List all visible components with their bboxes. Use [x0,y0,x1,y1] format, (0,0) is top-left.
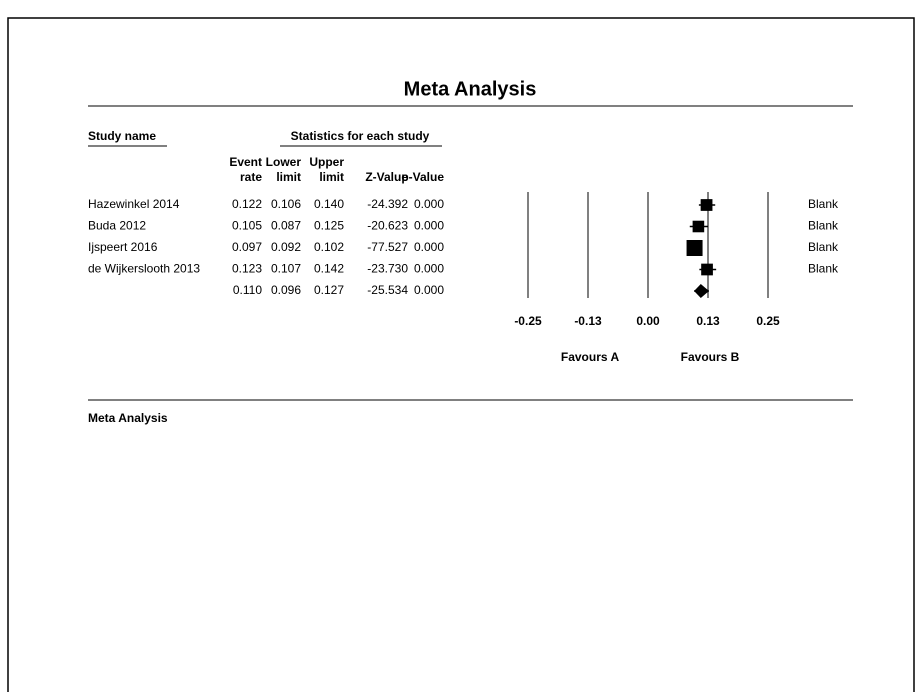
cell: 0.110 [233,283,262,297]
cell: 0.125 [314,219,344,233]
cell: 0.000 [414,219,444,233]
x-tick-label: 0.13 [696,314,720,328]
cell: -25.534 [367,283,408,297]
cell: -20.623 [367,219,408,233]
note: Blank [808,240,839,254]
study-marker [686,240,703,256]
cell: 0.140 [314,197,344,211]
cell: 0.000 [414,197,444,211]
x-tick-label: -0.13 [574,314,602,328]
cell: 0.127 [314,283,344,297]
column-header: rate [240,170,262,184]
cell: 0.087 [271,219,301,233]
note: Blank [808,219,839,233]
chart-title: Meta Analysis [404,78,537,100]
column-header: Upper [309,155,344,169]
cell: 0.142 [314,262,344,276]
frame [7,17,915,692]
cell: 0.000 [414,240,444,254]
cell: 0.096 [271,283,301,297]
cell: 0.107 [271,262,301,276]
favours-label: Favours B [681,350,740,364]
study-marker [701,263,713,276]
cell: 0.000 [414,262,444,276]
summary-diamond [694,284,709,298]
cell: 0.102 [314,240,344,254]
study-name: Hazewinkel 2014 [88,197,180,211]
cell: 0.123 [232,262,262,276]
study-marker [700,199,713,211]
footer-title: Meta Analysis [88,411,168,425]
study-name: Buda 2012 [88,219,146,233]
column-header: limit [319,170,344,184]
cell: 0.092 [271,240,301,254]
note: Blank [808,197,839,211]
x-tick-label: -0.25 [514,314,542,328]
favours-label: Favours A [561,350,620,364]
stats-header: Statistics for each study [291,129,430,143]
column-header: limit [276,170,301,184]
x-tick-label: 0.25 [756,314,780,328]
cell: -23.730 [367,262,408,276]
cell: 0.097 [232,240,262,254]
study-name: de Wijkerslooth 2013 [88,262,200,276]
x-tick-label: 0.00 [636,314,660,328]
cell: -77.527 [367,240,408,254]
study-name: Ijspeert 2016 [88,240,158,254]
cell: 0.122 [232,197,262,211]
column-header: p-Value [401,170,444,184]
study-marker [692,220,705,233]
cell: 0.106 [271,197,301,211]
study-header: Study name [88,129,156,143]
cell: 0.105 [232,219,262,233]
cell: -24.392 [367,197,408,211]
column-header: Lower [266,155,302,169]
column-header: Event [229,155,262,169]
column-header: Z-Value [365,170,408,184]
note: Blank [808,262,839,276]
cell: 0.000 [414,283,444,297]
